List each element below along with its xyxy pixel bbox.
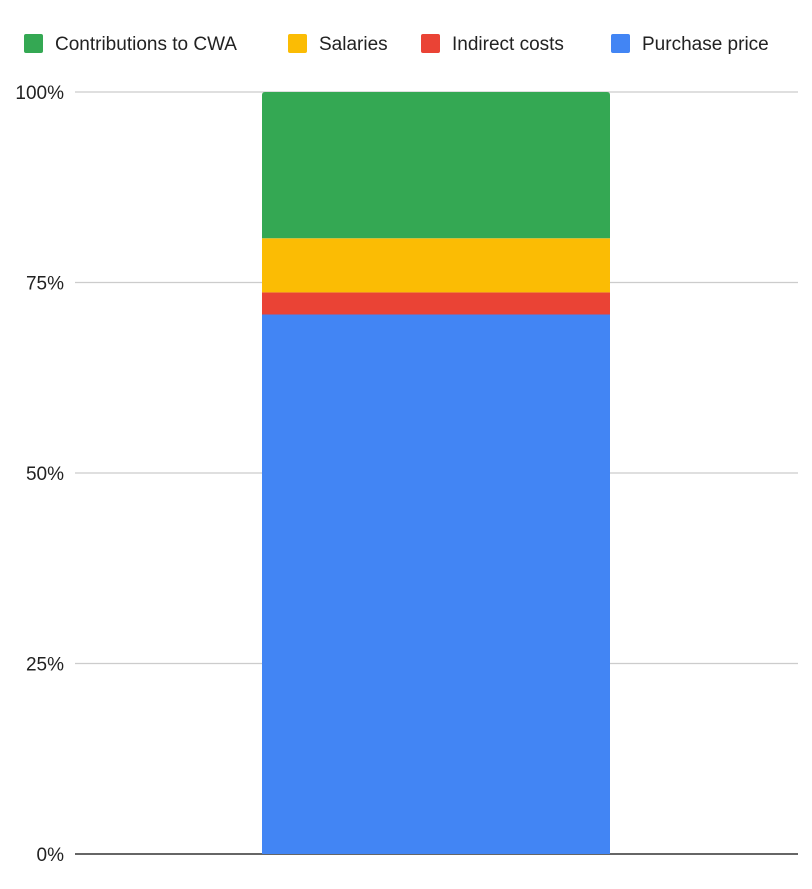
- legend-swatch: [288, 34, 307, 53]
- y-tick-label: 100%: [15, 83, 64, 104]
- bar-segment-purchase-price: [262, 314, 610, 854]
- legend-label: Indirect costs: [452, 34, 564, 55]
- y-tick-label: 25%: [26, 655, 64, 676]
- legend-swatch: [421, 34, 440, 53]
- legend-item-salaries: Salaries: [288, 34, 388, 55]
- bar-segment-contributions-to-cwa: [262, 92, 610, 239]
- y-tick-label: 0%: [37, 845, 65, 866]
- legend-label: Purchase price: [642, 34, 769, 55]
- legend-swatch: [611, 34, 630, 53]
- legend-item-purchase-price: Purchase price: [611, 34, 769, 55]
- legend-item-contributions-to-cwa: Contributions to CWA: [24, 34, 237, 55]
- legend: Contributions to CWA Salaries Indirect cos…: [24, 34, 769, 55]
- bar-segment-salaries: [262, 238, 610, 293]
- legend-item-indirect-costs: Indirect costs: [421, 34, 564, 55]
- bar-segment-indirect-costs: [262, 292, 610, 315]
- y-axis: 0% 25% 50% 75% 100%: [15, 83, 64, 866]
- legend-swatch: [24, 34, 43, 53]
- y-tick-label: 75%: [26, 274, 64, 295]
- bars: [262, 92, 610, 854]
- y-tick-label: 50%: [26, 464, 64, 485]
- legend-label: Salaries: [319, 34, 388, 55]
- legend-label: Contributions to CWA: [55, 34, 237, 55]
